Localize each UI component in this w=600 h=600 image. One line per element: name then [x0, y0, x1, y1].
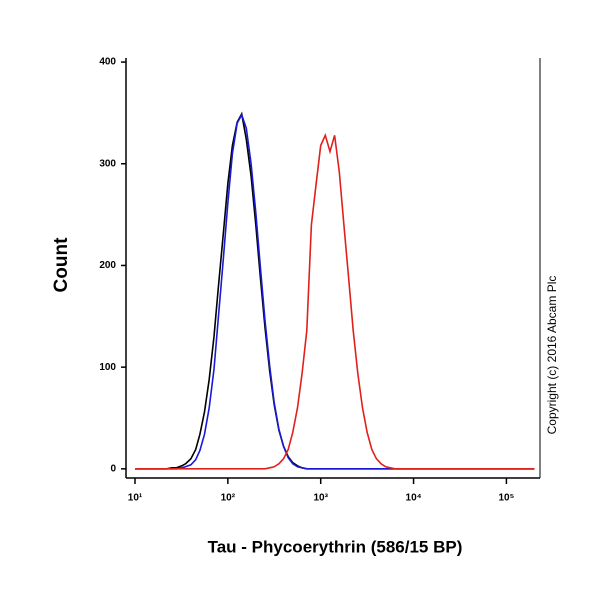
x-tick-label: 10² [221, 493, 236, 504]
x-tick-label: 10⁴ [406, 493, 422, 504]
copyright-note: Copyright (c) 2016 Abcam Plc [545, 276, 559, 435]
x-tick-label: 10⁵ [498, 493, 514, 504]
histogram-line [135, 132, 535, 470]
y-tick-label: 300 [99, 158, 116, 169]
x-axis-label: Tau - Phycoerythrin (586/15 BP) [208, 537, 463, 556]
y-tick-label: 400 [99, 57, 116, 68]
histogram-line [135, 112, 535, 470]
y-axis-label: Count [51, 237, 72, 293]
x-tick-label: 10¹ [128, 493, 143, 504]
histogram-line [135, 111, 535, 470]
x-tick-label: 10³ [313, 493, 328, 504]
y-tick-label: 200 [99, 260, 116, 271]
y-tick-label: 100 [99, 362, 116, 373]
y-tick-label: 0 [110, 463, 116, 474]
